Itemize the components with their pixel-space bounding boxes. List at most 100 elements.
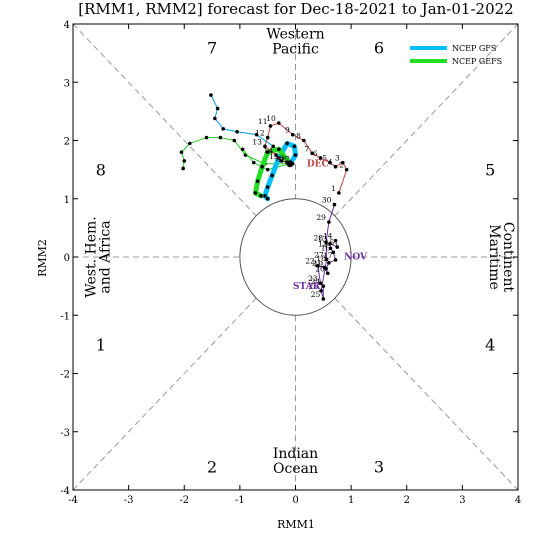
legend: NCEP GFS NCEP GEFS <box>410 44 502 66</box>
day-label: 7 <box>304 144 309 153</box>
ensemble-point <box>235 129 239 134</box>
observed-point <box>318 281 323 286</box>
ensemble-point <box>181 166 185 171</box>
observed-point <box>322 265 327 270</box>
ensemble-point <box>213 116 217 121</box>
day-label: 17 <box>323 251 333 260</box>
forecast-point <box>263 194 267 198</box>
day-label: 22 <box>305 257 315 266</box>
y-axis-title: RMM2 <box>36 239 49 277</box>
phase-label: 8 <box>96 161 106 180</box>
forecast-point <box>253 191 258 195</box>
ensemble-point <box>271 144 276 149</box>
observed-point <box>268 124 273 128</box>
observed-point <box>333 164 338 169</box>
ensemble-point <box>240 147 245 152</box>
observed-point <box>310 151 314 156</box>
unit-circle <box>239 198 352 316</box>
series-layer: 1415131216171819202122232425262728293012… <box>179 93 349 301</box>
unit-circle-shape <box>239 198 352 316</box>
day-label: 21 <box>312 258 322 267</box>
phase-label: 5 <box>485 161 495 180</box>
forecast-point <box>260 164 264 169</box>
day-label: 24 <box>311 277 321 286</box>
y-tick-label: -1 <box>60 311 70 322</box>
x-tick-label: 1 <box>348 495 354 506</box>
region-label-top: Pacific <box>272 42 319 58</box>
observed-point <box>344 167 349 172</box>
day-label: 13 <box>252 137 262 146</box>
day-label: 14 <box>263 146 273 155</box>
forecast-point <box>265 196 270 201</box>
day-label: 1 <box>331 184 336 193</box>
observed-point <box>337 191 341 195</box>
x-tick-label: -2 <box>179 495 189 506</box>
observed-point <box>321 284 326 288</box>
ensemble-point <box>188 141 192 146</box>
observed-point <box>328 241 332 246</box>
ensemble-point <box>232 138 237 143</box>
observed-point <box>274 153 278 157</box>
day-label: 5 <box>322 154 327 163</box>
x-tick-label: 2 <box>404 495 410 506</box>
day-label: 3 <box>335 154 340 163</box>
observed-point <box>324 257 329 262</box>
x-tick-label: 4 <box>515 495 521 506</box>
observed-point <box>321 297 326 301</box>
chart-title: [RMM1, RMM2] forecast for Dec-18-2021 to… <box>78 0 513 18</box>
observed-point <box>335 245 340 249</box>
ensemble-point <box>215 106 220 111</box>
forecast-point <box>265 185 270 189</box>
ensemble-point <box>251 160 256 165</box>
y-tick-label: -2 <box>60 370 70 381</box>
phase-label: 7 <box>207 38 217 57</box>
x-tick-label: -3 <box>124 495 134 506</box>
y-tick-label: 1 <box>64 195 70 206</box>
day-label: 20 <box>315 264 325 273</box>
y-tick-label: 0 <box>64 253 70 264</box>
observed-point <box>290 132 295 137</box>
day-label: 6 <box>313 149 318 158</box>
phase-label: 2 <box>207 458 217 477</box>
region-label-top: Western <box>266 27 324 43</box>
day-label: 12 <box>255 129 265 138</box>
forecast-point <box>292 144 297 149</box>
day-label: 17 <box>280 155 290 164</box>
region-label-bottom: Indian <box>273 446 318 462</box>
diagonal-line <box>334 23 519 217</box>
month-label: NOV <box>344 252 368 262</box>
observed-point <box>327 261 331 265</box>
ensemble-point <box>221 127 225 131</box>
observed-point <box>340 160 345 165</box>
day-label: 18 <box>316 254 326 263</box>
region-label-bottom: Ocean <box>273 461 318 477</box>
observed-point <box>315 263 320 268</box>
day-label: 15 <box>269 152 279 161</box>
observed-point <box>331 250 336 255</box>
day-label: 16 <box>321 243 331 252</box>
day-label: 23 <box>308 274 318 283</box>
observed-point <box>265 135 270 140</box>
x-tick-label: 3 <box>459 495 465 506</box>
phase-boundary-lines <box>72 23 519 491</box>
phase-label: 4 <box>485 335 495 354</box>
y-tick-label: -4 <box>60 486 70 497</box>
forecast-point <box>277 147 281 152</box>
forecast-point <box>259 194 263 198</box>
region-label-left: West. Hem. <box>83 216 99 297</box>
forecast-point <box>293 153 298 157</box>
legend-label: NCEP GEFS <box>452 57 502 66</box>
month-label: DEC <box>307 160 329 170</box>
phase-label: 3 <box>374 458 384 477</box>
observed-point <box>328 246 333 251</box>
observed-point <box>332 202 337 207</box>
day-label: 9 <box>285 126 290 135</box>
day-label: 2 <box>339 161 344 170</box>
observed-point <box>319 288 323 293</box>
region-label-right: Continent <box>500 222 516 293</box>
month-label: STAR <box>293 282 321 292</box>
phase-label: 6 <box>374 38 384 57</box>
